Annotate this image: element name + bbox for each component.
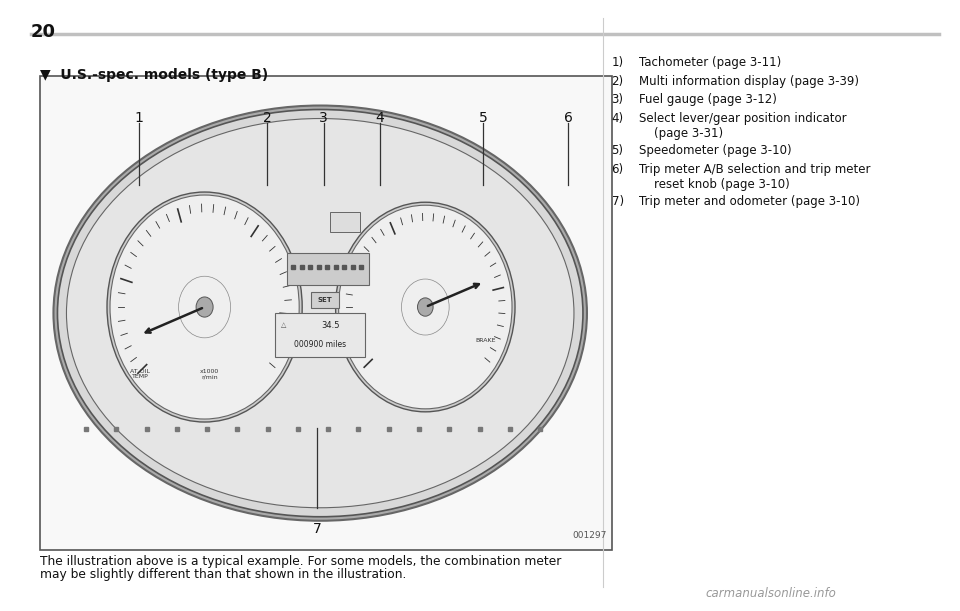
Bar bbox=[330, 211, 360, 232]
Text: 6): 6) bbox=[612, 163, 624, 176]
Text: 2): 2) bbox=[612, 75, 624, 88]
Text: 34.5: 34.5 bbox=[322, 321, 340, 330]
Text: △: △ bbox=[280, 322, 286, 328]
Ellipse shape bbox=[196, 297, 213, 317]
Ellipse shape bbox=[339, 205, 512, 409]
Text: Speedometer (page 3-10): Speedometer (page 3-10) bbox=[639, 144, 792, 157]
Ellipse shape bbox=[336, 202, 515, 412]
Text: BRAKE: BRAKE bbox=[476, 337, 496, 343]
Ellipse shape bbox=[66, 119, 574, 508]
Text: ▼  U.S.-spec. models (type B): ▼ U.S.-spec. models (type B) bbox=[40, 68, 269, 82]
Bar bbox=[287, 253, 370, 285]
Text: 000900 miles: 000900 miles bbox=[294, 340, 347, 349]
Ellipse shape bbox=[107, 192, 302, 422]
Text: The illustration above is a typical example. For some models, the combination me: The illustration above is a typical exam… bbox=[40, 555, 562, 568]
Text: 001297: 001297 bbox=[572, 531, 607, 540]
Text: 7): 7) bbox=[612, 195, 624, 208]
Text: Trip meter and odometer (page 3-10): Trip meter and odometer (page 3-10) bbox=[639, 195, 860, 208]
Text: 5: 5 bbox=[478, 111, 488, 125]
Text: 3: 3 bbox=[319, 111, 328, 125]
Text: 6: 6 bbox=[564, 111, 573, 125]
Text: carmanualsonline.info: carmanualsonline.info bbox=[706, 587, 836, 600]
Text: 2: 2 bbox=[262, 111, 272, 125]
Text: 3): 3) bbox=[612, 93, 624, 106]
Ellipse shape bbox=[110, 195, 300, 419]
Ellipse shape bbox=[418, 298, 433, 316]
Ellipse shape bbox=[58, 109, 583, 517]
Text: 7: 7 bbox=[312, 522, 322, 536]
Ellipse shape bbox=[54, 106, 587, 521]
Text: x1000
r/min: x1000 r/min bbox=[200, 368, 219, 379]
Text: 1: 1 bbox=[134, 111, 144, 125]
Text: 1): 1) bbox=[612, 56, 624, 69]
Text: Tachometer (page 3-11): Tachometer (page 3-11) bbox=[639, 56, 781, 69]
Text: 5): 5) bbox=[612, 144, 624, 157]
Text: Select lever/gear position indicator
    (page 3-31): Select lever/gear position indicator (pa… bbox=[639, 112, 847, 140]
Text: 20: 20 bbox=[31, 23, 56, 41]
Text: Trip meter A/B selection and trip meter
    reset knob (page 3-10): Trip meter A/B selection and trip meter … bbox=[639, 163, 871, 191]
Bar bbox=[311, 292, 339, 308]
Bar bbox=[276, 313, 365, 357]
Text: 4): 4) bbox=[612, 112, 624, 125]
Text: 4: 4 bbox=[375, 111, 385, 125]
Bar bbox=[40, 76, 612, 550]
Text: Fuel gauge (page 3-12): Fuel gauge (page 3-12) bbox=[639, 93, 778, 106]
Text: Multi information display (page 3-39): Multi information display (page 3-39) bbox=[639, 75, 859, 88]
Text: SET: SET bbox=[318, 297, 332, 303]
Text: may be slightly different than that shown in the illustration.: may be slightly different than that show… bbox=[40, 568, 407, 581]
Text: AT OIL
TEMP: AT OIL TEMP bbox=[131, 368, 151, 379]
